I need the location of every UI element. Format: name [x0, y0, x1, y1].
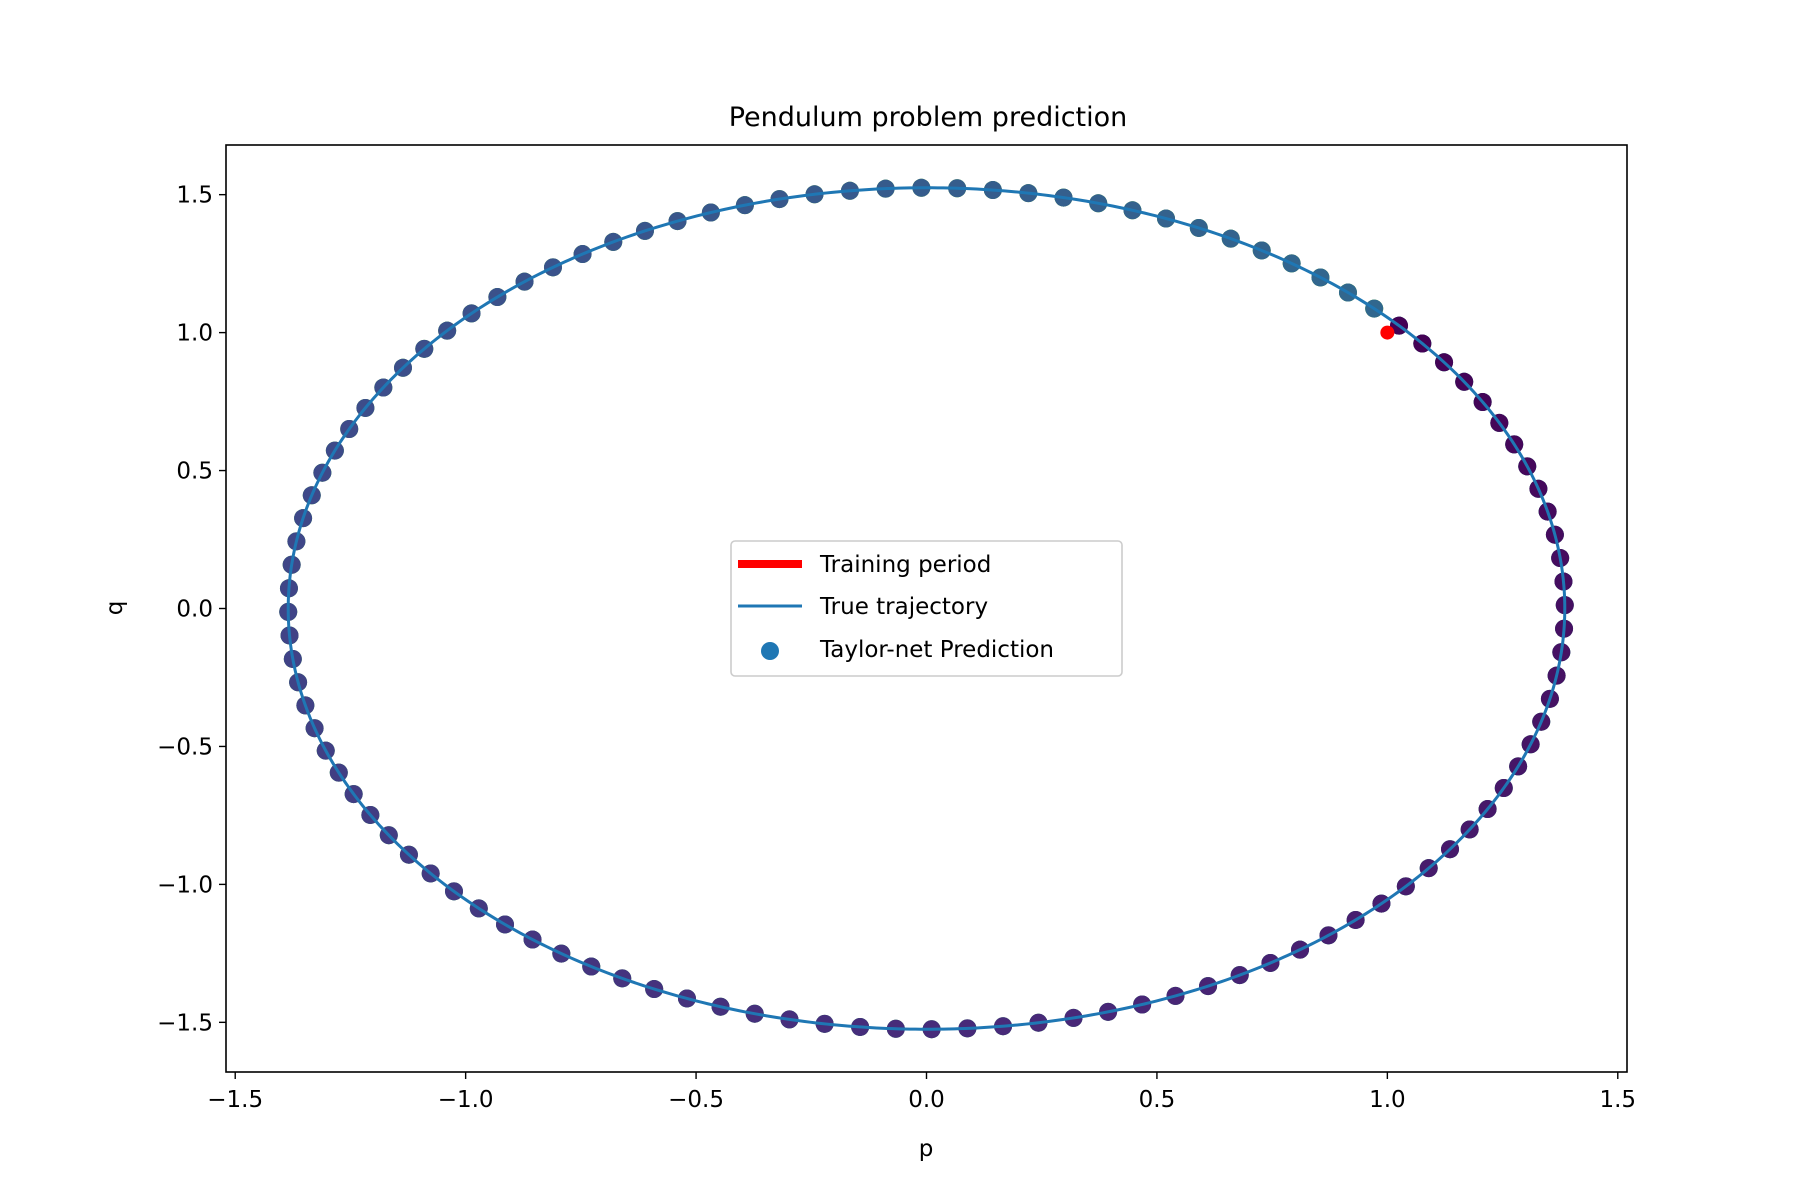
x-tick-label: 1.0	[1369, 1087, 1406, 1113]
plot-area	[279, 178, 1574, 1039]
y-tick-label: 0.0	[176, 597, 213, 623]
x-axis-label: p	[919, 1136, 934, 1162]
x-tick-label: −1.0	[438, 1087, 494, 1113]
chart-title: Pendulum problem prediction	[729, 102, 1128, 133]
y-tick-label: −0.5	[157, 734, 213, 760]
x-axis: −1.5 −1.0 −0.5 0.0 0.5 1.0 1.5	[207, 1072, 1636, 1113]
legend-marker-taylor-net-prediction	[761, 642, 779, 660]
legend-box	[730, 540, 1123, 677]
y-tick-label: 0.5	[176, 459, 213, 485]
y-axis-label: q	[102, 601, 128, 616]
y-tick-label: 1.0	[176, 321, 213, 347]
legend: Training period True trajectory Taylor-n…	[730, 540, 1123, 677]
true-trajectory-line	[286, 186, 1567, 1031]
x-tick-label: 0.0	[908, 1087, 945, 1113]
legend-label-taylor-net-prediction: Taylor-net Prediction	[819, 637, 1054, 663]
legend-label-true-trajectory: True trajectory	[819, 594, 988, 620]
legend-label-training-period: Training period	[819, 552, 991, 578]
y-tick-label: −1.0	[157, 872, 213, 898]
x-tick-label: 0.5	[1139, 1087, 1176, 1113]
y-tick-label: −1.5	[157, 1010, 213, 1036]
y-axis: −1.5 −1.0 −0.5 0.0 0.5 1.0 1.5	[157, 183, 226, 1036]
training-period-marker	[1380, 325, 1395, 340]
x-tick-label: −1.5	[207, 1087, 263, 1113]
x-tick-label: −0.5	[668, 1087, 724, 1113]
x-tick-label: 1.5	[1599, 1087, 1636, 1113]
y-tick-label: 1.5	[176, 183, 213, 209]
